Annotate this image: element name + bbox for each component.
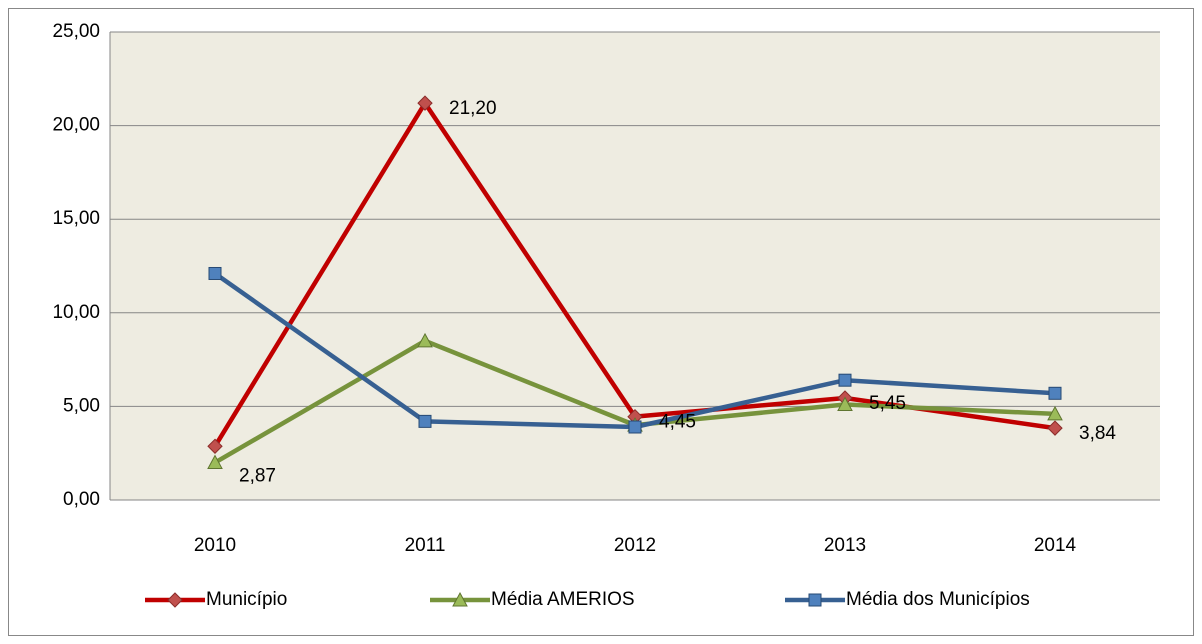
- legend-label: Média AMERIOS: [491, 589, 635, 610]
- x-tick-label: 2011: [405, 535, 446, 556]
- marker: [837, 396, 853, 412]
- legend-marker: [808, 593, 822, 607]
- legend-marker: [452, 591, 468, 607]
- data-label: 5,45: [869, 393, 906, 414]
- marker: [417, 95, 433, 111]
- marker: [628, 420, 642, 434]
- y-tick-label: 5,00: [63, 395, 100, 416]
- y-tick-label: 10,00: [52, 302, 100, 323]
- data-label: 4,45: [659, 412, 696, 433]
- legend-label: Município: [206, 589, 287, 610]
- data-label: 21,20: [449, 98, 497, 119]
- x-tick-label: 2014: [1034, 535, 1077, 556]
- legend-label: Média dos Municípios: [846, 589, 1030, 610]
- y-tick-label: 0,00: [63, 489, 100, 510]
- marker: [1048, 386, 1062, 400]
- marker: [208, 266, 222, 280]
- data-label: 2,87: [239, 465, 276, 486]
- x-tick-label: 2012: [614, 535, 656, 556]
- marker: [418, 414, 432, 428]
- marker: [417, 332, 433, 348]
- y-tick-label: 20,00: [52, 115, 100, 136]
- data-label: 3,84: [1079, 423, 1116, 444]
- y-tick-label: 15,00: [52, 208, 100, 229]
- marker: [1047, 420, 1063, 436]
- marker: [207, 438, 223, 454]
- x-tick-label: 2010: [194, 535, 236, 556]
- legend-marker: [167, 592, 183, 608]
- marker: [838, 373, 852, 387]
- marker: [1047, 405, 1063, 421]
- y-tick-label: 25,00: [52, 21, 100, 42]
- marker: [207, 454, 223, 470]
- x-tick-label: 2013: [824, 535, 866, 556]
